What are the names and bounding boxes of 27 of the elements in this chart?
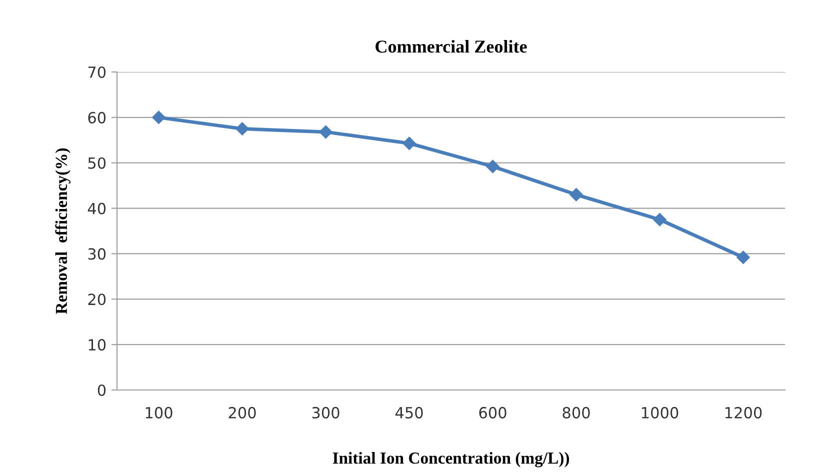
x-tick-label: 1000	[642, 406, 678, 418]
point	[736, 250, 750, 264]
x-tick-label: 1200	[725, 406, 762, 418]
y-tick-label: 30	[88, 248, 106, 260]
x-tick-label: 800	[562, 406, 590, 418]
x-tick-label: 300	[312, 406, 340, 418]
x-tick-label: 450	[395, 406, 423, 418]
point	[152, 110, 166, 124]
y-axis-title: Removal efficiency(%)	[55, 148, 70, 314]
chart-title: Commercial Zeolite	[376, 40, 527, 53]
point	[570, 188, 583, 202]
point	[236, 122, 249, 136]
y-tick-label: 0	[98, 384, 106, 396]
y-tick-label: 20	[88, 294, 106, 306]
point	[319, 125, 332, 139]
point	[486, 160, 500, 174]
y-tick-label: 40	[88, 202, 106, 214]
x-tick-label: 200	[228, 406, 256, 418]
point	[402, 136, 416, 150]
x-tick-label: 100	[146, 406, 172, 418]
y-tick-label: 50	[88, 157, 106, 169]
y-tick-label: 70	[88, 66, 106, 78]
x-axis-title: Initial Ion Concentration (mg/L))	[332, 452, 570, 468]
y-tick-label: 10	[88, 339, 106, 351]
point	[653, 213, 666, 226]
x-tick-label: 600	[479, 406, 506, 418]
y-tick-label: 60	[88, 112, 106, 124]
